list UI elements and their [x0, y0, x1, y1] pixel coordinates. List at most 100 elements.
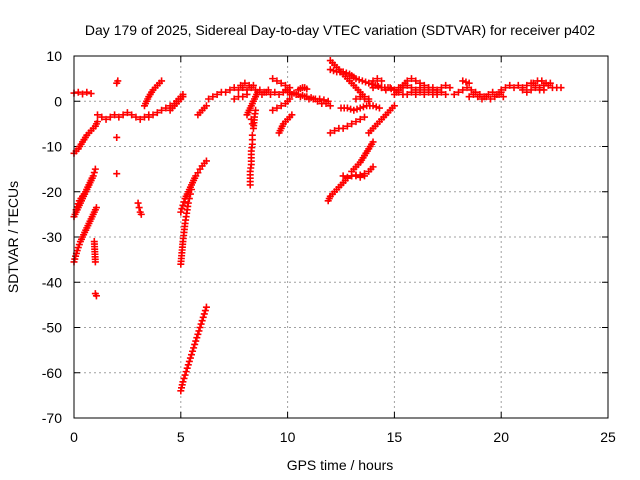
data-point-marker: [123, 109, 131, 117]
data-point-marker: [499, 93, 507, 101]
data-point-marker: [113, 133, 121, 141]
data-point-marker: [277, 79, 285, 87]
data-point-marker: [190, 344, 198, 352]
data-point-marker: [115, 113, 123, 121]
x-tick-label: 20: [493, 429, 509, 445]
data-point-marker: [330, 67, 338, 75]
data-point-marker: [202, 157, 210, 165]
data-point-marker: [442, 90, 450, 98]
data-point-marker: [243, 90, 251, 98]
data-point-marker: [178, 205, 186, 213]
data-point-marker: [185, 195, 193, 203]
data-point-marker: [252, 106, 260, 114]
data-point-marker: [92, 204, 100, 212]
data-point-marker: [369, 102, 377, 110]
data-point-marker: [355, 76, 363, 84]
data-point-marker: [395, 88, 403, 96]
data-point-marker: [489, 88, 497, 96]
data-point-marker: [510, 84, 518, 92]
data-point-marker: [523, 88, 531, 96]
data-point-marker: [358, 77, 366, 85]
data-point-marker: [557, 84, 565, 92]
y-tick-label: -30: [42, 229, 62, 245]
data-point-marker: [273, 104, 281, 112]
data-point-marker: [249, 81, 257, 89]
data-point-marker: [93, 111, 101, 119]
data-point-marker: [137, 210, 145, 218]
data-point-marker: [91, 165, 99, 173]
data-point-marker: [198, 317, 206, 325]
x-tick-labels: 0 5 10 15 20 25: [70, 429, 616, 445]
data-point-marker: [254, 88, 262, 96]
data-point-marker: [194, 330, 202, 338]
data-point-marker: [373, 75, 381, 83]
data-point-marker: [454, 88, 462, 96]
data-point-marker: [184, 361, 192, 369]
data-point-marker: [506, 81, 514, 89]
data-point-marker: [91, 258, 99, 266]
data-point-marker: [437, 88, 445, 96]
data-point-marker: [352, 172, 360, 180]
data-point-marker: [179, 201, 187, 209]
data-point-marker: [309, 95, 317, 103]
data-point-marker: [273, 77, 281, 85]
data-point-marker: [343, 173, 351, 181]
data-point-marker: [331, 127, 339, 135]
data-point-marker: [119, 111, 127, 119]
y-tick-label: 10: [46, 48, 62, 64]
data-point-marker: [531, 84, 539, 92]
data-point-marker: [375, 104, 383, 112]
data-point-marker: [136, 115, 144, 123]
data-point-marker: [184, 199, 192, 207]
data-point-marker: [360, 95, 368, 103]
data-point-marker: [79, 90, 87, 98]
data-point-marker: [339, 172, 347, 180]
data-point-marker: [241, 79, 249, 87]
data-point-marker: [314, 97, 322, 105]
data-point-marker: [356, 93, 364, 101]
data-point-marker: [275, 90, 283, 98]
data-point-marker: [162, 104, 170, 112]
x-tick-label: 5: [177, 429, 185, 445]
data-point-marker: [465, 93, 473, 101]
data-point-marker: [158, 77, 166, 85]
data-point-marker: [529, 79, 537, 87]
data-point-marker: [352, 118, 360, 126]
data-point-marker: [359, 103, 367, 111]
data-point-marker: [277, 102, 285, 110]
data-point-marker: [368, 80, 376, 88]
data-point-marker: [182, 368, 190, 376]
data-point-marker: [407, 88, 415, 96]
data-point-marker: [320, 96, 328, 104]
data-point-marker: [491, 93, 499, 101]
data-point-marker: [347, 105, 355, 113]
y-tick-label: -10: [42, 139, 62, 155]
data-point-marker: [158, 106, 166, 114]
data-point-marker: [523, 81, 531, 89]
data-point-marker: [262, 88, 270, 96]
data-point-marker: [209, 93, 217, 101]
data-point-marker: [467, 86, 475, 94]
data-point-marker: [497, 86, 505, 94]
y-tick-label: -70: [42, 410, 62, 426]
data-point-marker: [239, 93, 247, 101]
data-point-marker: [403, 77, 411, 85]
data-point-marker: [74, 88, 82, 96]
data-point-marker: [269, 106, 277, 114]
data-point-marker: [83, 88, 91, 96]
data-point-marker: [412, 90, 420, 98]
data-point-marker: [183, 364, 191, 372]
data-point-marker: [450, 90, 458, 98]
data-point-marker: [226, 86, 234, 94]
data-point-marker: [372, 103, 380, 111]
data-point-marker: [90, 169, 98, 177]
data-point-marker: [202, 303, 210, 311]
data-point-marker: [199, 313, 207, 321]
data-point-marker: [230, 95, 238, 103]
data-point-marker: [326, 129, 334, 137]
data-point-marker: [153, 109, 161, 117]
data-point-marker: [113, 170, 121, 178]
data-point-marker: [269, 75, 277, 83]
data-point-marker: [412, 77, 420, 85]
